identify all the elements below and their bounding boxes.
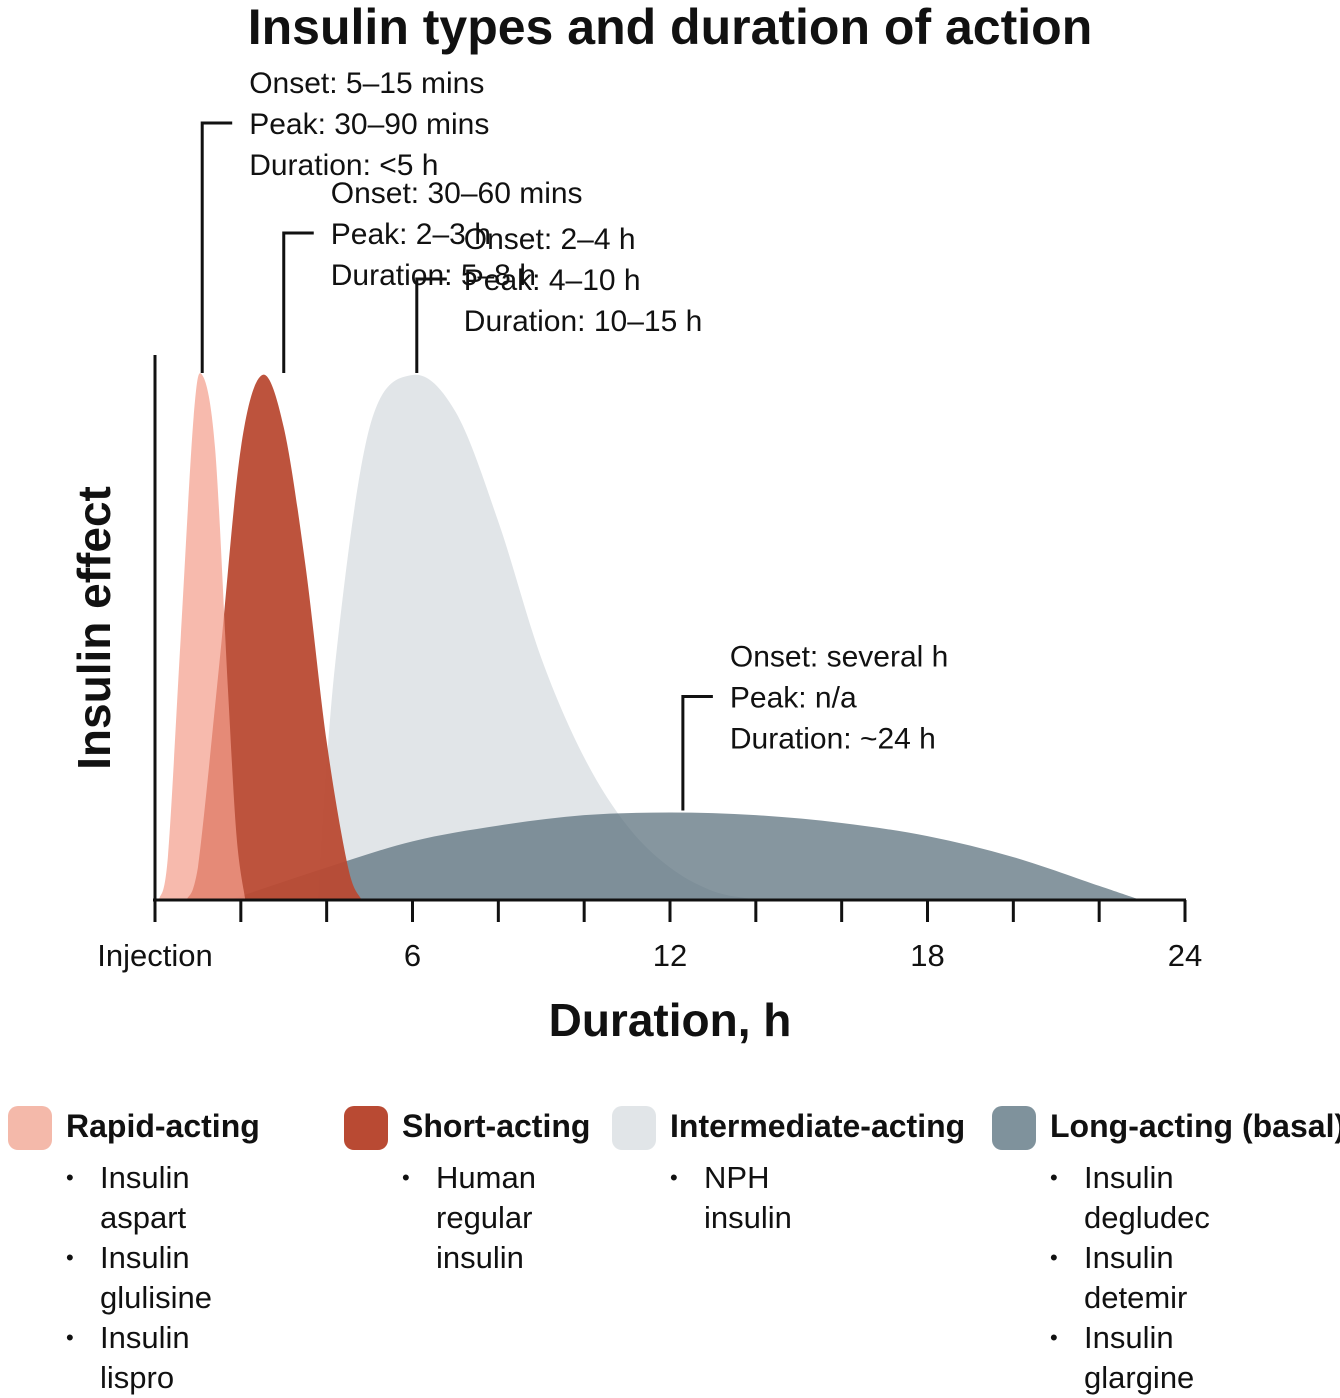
chart: Insulin types and duration of action Ons…	[68, 0, 1202, 1046]
legend-list-item: Insulin degludec	[1050, 1158, 1210, 1238]
legend-swatch-rapid-acting	[8, 1106, 52, 1150]
annotation-short-acting: Onset: 30–60 mins Peak: 2–3 h Duration: 5–…	[282, 177, 583, 373]
legend-list-item: Human regular insulin	[402, 1158, 572, 1278]
legend-list-long-acting: Insulin degludec Insulin detemir Insulin…	[1050, 1158, 1210, 1398]
legend-list-item: Insulin detemir	[1050, 1238, 1210, 1318]
legend-list-item: Insulin glulisine	[66, 1238, 212, 1318]
legend-list-short-acting: Human regular insulin	[402, 1158, 572, 1278]
annotation-text: Duration: ~24 h	[730, 723, 936, 756]
legend-swatch-intermediate-acting	[612, 1106, 656, 1150]
x-tick-label: 12	[653, 938, 687, 973]
x-tick-label: 24	[1168, 938, 1202, 973]
legend-label-intermediate-acting: Intermediate-acting	[670, 1108, 966, 1144]
annotation-long-acting-basal: Onset: several h Peak: n/a Duration: ~24 h	[681, 641, 948, 811]
y-axis-label: Insulin effect	[68, 486, 120, 770]
annotation-leader-line	[415, 277, 447, 373]
annotation-intermediate-acting: Onset: 2–4 h Peak: 4–10 h Duration: 10–15 …	[415, 223, 703, 373]
x-axis-ticks: Injection 6 12 18 24	[97, 900, 1202, 973]
annotation-text: Onset: several h	[730, 641, 948, 674]
series-annotations: Onset: 2–4 h Peak: 4–10 h Duration: 10–15 …	[200, 67, 948, 811]
legend-list-rapid-acting: Insulin aspart Insulin glulisine Insulin…	[66, 1158, 212, 1398]
annotation-leader-line	[200, 121, 233, 373]
annotation-text: Peak: 4–10 h	[464, 264, 641, 297]
x-tick-label: 18	[910, 938, 944, 973]
legend-swatch-long-acting	[992, 1106, 1036, 1150]
annotation-text: Onset: 5–15 mins	[249, 67, 484, 100]
annotation-text: Peak: 2–3 h	[331, 218, 491, 251]
annotation-text: Duration: 10–15 h	[464, 305, 703, 338]
legend-label-rapid-acting: Rapid-acting	[66, 1108, 260, 1144]
legend-list-intermediate-acting: NPH insulin	[670, 1158, 792, 1238]
legend-list-item: Insulin glargine	[1050, 1318, 1210, 1398]
annotation-text: Onset: 2–4 h	[464, 223, 636, 256]
annotation-text: Duration: <5 h	[249, 149, 438, 182]
area-long-acting-basal	[232, 812, 1138, 899]
legend-label-long-acting: Long-acting (basal)	[1050, 1108, 1340, 1144]
series-areas	[159, 373, 1138, 900]
legend-list-item: Insulin aspart	[66, 1158, 212, 1238]
x-axis-label: Duration, h	[549, 994, 792, 1046]
chart-title: Insulin types and duration of action	[248, 0, 1092, 55]
legend-list-item: Insulin lispro	[66, 1318, 212, 1398]
legend-list-item: NPH insulin	[670, 1158, 792, 1238]
annotation-text: Onset: 30–60 mins	[331, 177, 583, 210]
annotation-leader-line	[282, 231, 314, 373]
annotation-text: Duration: 5–8 h	[331, 259, 536, 292]
area-intermediate-acting	[318, 374, 752, 899]
legend-label-short-acting: Short-acting	[402, 1108, 591, 1144]
x-tick-label: Injection	[97, 938, 212, 973]
legend-swatch-short-acting	[344, 1106, 388, 1150]
annotation-text: Peak: n/a	[730, 682, 857, 715]
annotation-rapid-acting: Onset: 5–15 mins Peak: 30–90 mins Duration…	[200, 67, 489, 373]
x-tick-label: 6	[404, 938, 421, 973]
annotation-text: Peak: 30–90 mins	[249, 108, 489, 141]
annotation-leader-line	[681, 695, 713, 811]
area-rapid-acting	[159, 373, 246, 900]
